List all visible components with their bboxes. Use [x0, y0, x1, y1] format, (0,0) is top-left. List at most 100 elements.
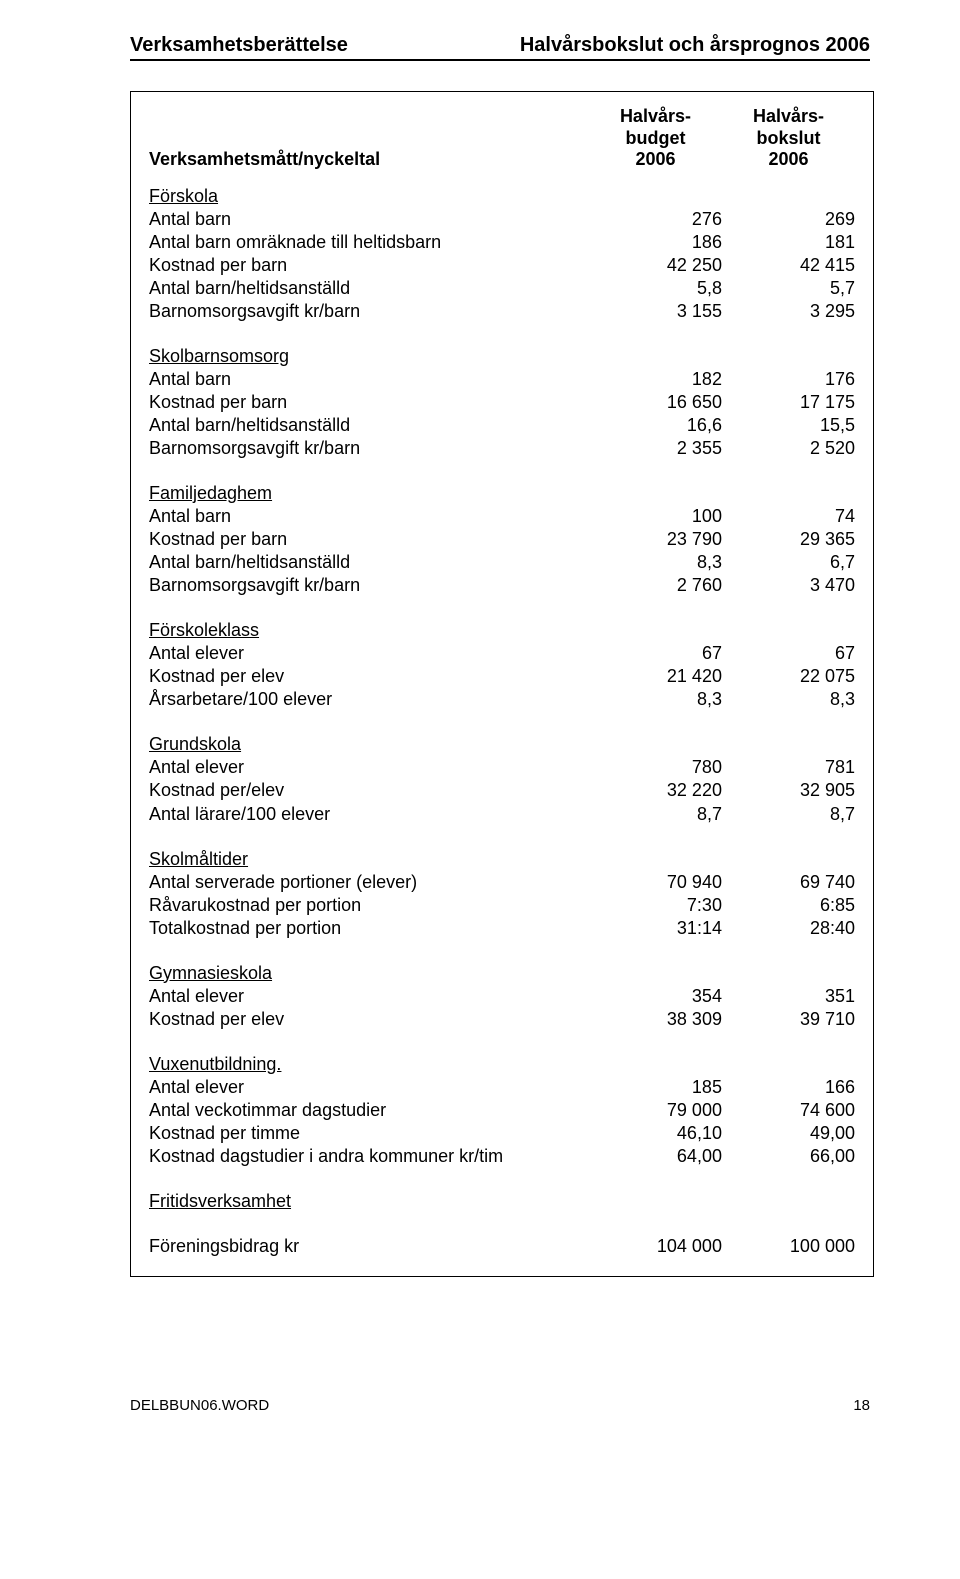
row-value-1: 276: [589, 208, 722, 231]
table-row: Kostnad per/elev32 22032 905: [149, 779, 855, 802]
row-value-2: 28:40: [722, 917, 855, 940]
row-value-1: 16 650: [589, 391, 722, 414]
metrics-table: Verksamhetsmått/nyckeltal Halvårs- budge…: [149, 106, 855, 185]
row-label: Kostnad dagstudier i andra kommuner kr/t…: [149, 1145, 589, 1168]
header-rule: [130, 59, 870, 61]
table-row: Barnomsorgsavgift kr/barn2 7603 470: [149, 574, 855, 597]
row-label: Antal barn: [149, 208, 589, 231]
row-value-1: 354: [589, 985, 722, 1008]
table-row: Antal lärare/100 elever8,78,7: [149, 803, 855, 826]
row-value-1: 185: [589, 1076, 722, 1099]
row-value-2: 351: [722, 985, 855, 1008]
row-label: Antal serverade portioner (elever): [149, 871, 589, 894]
row-value-2: 2 520: [722, 437, 855, 460]
table-row: Antal elever780781: [149, 756, 855, 779]
column-header-row: Verksamhetsmått/nyckeltal Halvårs- budge…: [149, 106, 855, 171]
section-table: FamiljedaghemAntal barn10074Kostnad per …: [149, 482, 855, 619]
table-row: Antal elever354351: [149, 985, 855, 1008]
page-header: Verksamhetsberättelse Halvårsbokslut och…: [130, 34, 870, 59]
section-title-row: Fritidsverksamhet: [149, 1190, 855, 1213]
row-label: Antal barn: [149, 505, 589, 528]
row-header-label: Verksamhetsmått/nyckeltal: [149, 106, 589, 171]
header-right: Halvårsbokslut och årsprognos 2006: [520, 34, 870, 57]
section-title-row: Vuxenutbildning.: [149, 1053, 855, 1076]
footer-page-number: 18: [853, 1397, 870, 1414]
row-value-2: 3 470: [722, 574, 855, 597]
table-row: Antal elever185166: [149, 1076, 855, 1099]
row-value-1: 8,7: [589, 803, 722, 826]
row-value-2: 17 175: [722, 391, 855, 414]
row-value-1: 32 220: [589, 779, 722, 802]
row-value-1: 64,00: [589, 1145, 722, 1168]
table-row: Totalkostnad per portion31:1428:40: [149, 917, 855, 940]
table-row: Kostnad per barn23 79029 365: [149, 528, 855, 551]
row-value-1: 46,10: [589, 1122, 722, 1145]
page-footer: DELBBUN06.WORD 18: [130, 1277, 870, 1414]
row-value-1: 182: [589, 368, 722, 391]
table-row: Antal barn omräknade till heltidsbarn186…: [149, 231, 855, 254]
table-row: Kostnad per elev38 30939 710: [149, 1008, 855, 1031]
section-table: SkolmåltiderAntal serverade portioner (e…: [149, 848, 855, 962]
row-value-2: 8,7: [722, 803, 855, 826]
table-row: Barnomsorgsavgift kr/barn2 3552 520: [149, 437, 855, 460]
row-value-1: 7:30: [589, 894, 722, 917]
section-title-row: Gymnasieskola: [149, 962, 855, 985]
row-value-2: 74 600: [722, 1099, 855, 1122]
section-title: Gymnasieskola: [149, 963, 272, 983]
row-label: Barnomsorgsavgift kr/barn: [149, 437, 589, 460]
row-label: Antal elever: [149, 642, 589, 665]
section-table: Vuxenutbildning.Antal elever185166Antal …: [149, 1053, 855, 1190]
row-value-2: 8,3: [722, 688, 855, 711]
section-title-row: Förskoleklass: [149, 619, 855, 642]
row-label: Antal lärare/100 elever: [149, 803, 589, 826]
row-value-1: 2 760: [589, 574, 722, 597]
column-1-header: Halvårs- budget 2006: [589, 106, 722, 171]
row-value-1: 186: [589, 231, 722, 254]
table-row: Årsarbetare/100 elever8,38,3: [149, 688, 855, 711]
table-row: Antal barn/heltidsanställd5,85,7: [149, 277, 855, 300]
row-label: Totalkostnad per portion: [149, 917, 589, 940]
header-left: Verksamhetsberättelse: [130, 34, 348, 57]
row-value-2: 176: [722, 368, 855, 391]
row-value-2: 3 295: [722, 300, 855, 323]
row-label: Antal barn omräknade till heltidsbarn: [149, 231, 589, 254]
table-row: Antal barn182176: [149, 368, 855, 391]
row-value-2: 32 905: [722, 779, 855, 802]
row-value-1: 100: [589, 505, 722, 528]
section-table: FörskolaAntal barn276269Antal barn omräk…: [149, 185, 855, 345]
row-value-2: 39 710: [722, 1008, 855, 1031]
section-title-row: Grundskola: [149, 733, 855, 756]
row-value-1: 8,3: [589, 688, 722, 711]
table-row: Kostnad per timme46,1049,00: [149, 1122, 855, 1145]
section-title: Grundskola: [149, 734, 241, 754]
closing-table: Föreningsbidrag kr 104 000 100 000: [149, 1213, 855, 1258]
row-value-1: 2 355: [589, 437, 722, 460]
row-label: Kostnad per barn: [149, 254, 589, 277]
row-label: Råvarukostnad per portion: [149, 894, 589, 917]
table-row: Råvarukostnad per portion7:306:85: [149, 894, 855, 917]
row-label: Antal elever: [149, 1076, 589, 1099]
row-value-2: 22 075: [722, 665, 855, 688]
row-value-1: 23 790: [589, 528, 722, 551]
row-label: Antal veckotimmar dagstudier: [149, 1099, 589, 1122]
section-title: Skolbarnsomsorg: [149, 346, 289, 366]
section-table: GrundskolaAntal elever780781Kostnad per/…: [149, 733, 855, 847]
section-title-row: Skolbarnsomsorg: [149, 345, 855, 368]
closing-row: Föreningsbidrag kr 104 000 100 000: [149, 1235, 855, 1258]
row-value-1: 79 000: [589, 1099, 722, 1122]
row-value-2: 781: [722, 756, 855, 779]
section-table: FörskoleklassAntal elever6767Kostnad per…: [149, 619, 855, 733]
section-title: Vuxenutbildning.: [149, 1054, 281, 1074]
table-row: Antal barn/heltidsanställd8,36,7: [149, 551, 855, 574]
row-label: Kostnad per barn: [149, 391, 589, 414]
row-value-1: 31:14: [589, 917, 722, 940]
section-title: Skolmåltider: [149, 849, 248, 869]
row-value-1: 780: [589, 756, 722, 779]
section-title-row: Familjedaghem: [149, 482, 855, 505]
row-value-1: 5,8: [589, 277, 722, 300]
table-row: Antal veckotimmar dagstudier79 00074 600: [149, 1099, 855, 1122]
column-2-header: Halvårs- bokslut 2006: [722, 106, 855, 171]
table-row: Antal serverade portioner (elever)70 940…: [149, 871, 855, 894]
row-value-2: 29 365: [722, 528, 855, 551]
section-title: Förskola: [149, 186, 218, 206]
